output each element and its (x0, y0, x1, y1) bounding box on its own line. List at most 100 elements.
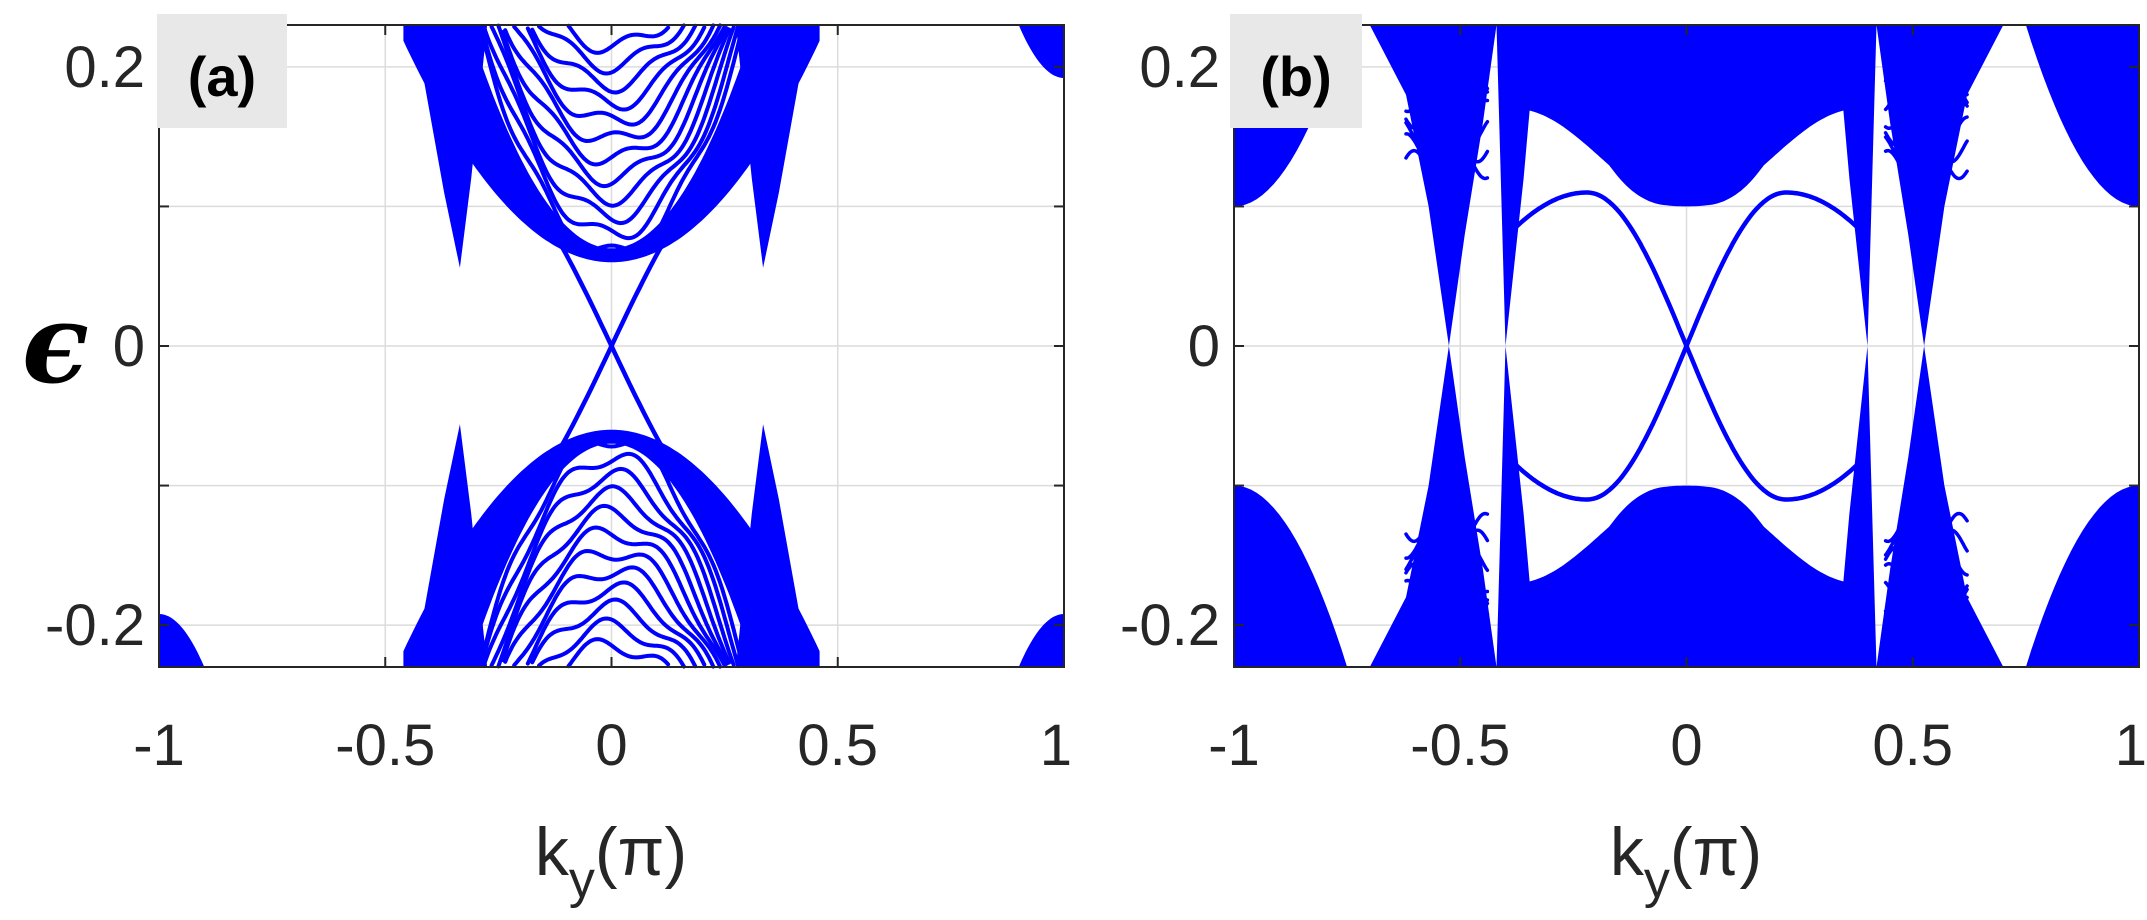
bulk-subband-line (1404, 528, 1490, 560)
bulk-corner-block (2025, 25, 2139, 207)
panel-a-x-tick-label: -0.5 (335, 713, 435, 778)
bulk-subband-line (482, 25, 736, 226)
bulk-corner-blob (1018, 25, 1064, 78)
bulk-subband-line (1883, 595, 1969, 627)
bulk-subband-line (1883, 545, 1969, 577)
bulk-subband-line (566, 637, 671, 669)
bulk-subband-line (503, 549, 723, 669)
bulk-subband-line (1883, 65, 1969, 97)
panel-b-x-axis-label: ky(π) (1610, 814, 1762, 909)
bulk-corner-block (1234, 485, 1348, 667)
bulk-band-central (1514, 25, 1859, 207)
panel-b-x-tick-label: 0 (1670, 713, 1702, 778)
bulk-subband-line (1404, 132, 1490, 164)
panel-a-y-tick-label: -0.2 (45, 593, 145, 658)
bulk-subband-line (1404, 511, 1490, 544)
bulk-subband-line (500, 525, 727, 668)
bulk-band-central-shell (403, 429, 820, 667)
panel-b: -1 -0.5 0 0.5 1 0.2 0 -0.2 (b) ky(π) (1120, 14, 2147, 909)
panel-b-y-tick-label: 0.2 (1139, 35, 1220, 100)
bulk-subband-line (1883, 132, 1969, 164)
bulk-subband-line (1404, 578, 1490, 611)
bulk-band-central (1514, 485, 1859, 667)
bulk-subband-line (1883, 148, 1969, 181)
bulk-subband-line (1883, 578, 1969, 611)
bulk-subband-line (1404, 81, 1490, 114)
bulk-subband-line (537, 616, 686, 669)
bulk-subband-line (512, 565, 716, 669)
bulk-subband-line (480, 451, 741, 669)
panel-b-x-tick-label: -1 (1208, 713, 1260, 778)
bulk-subband-line (1883, 628, 1969, 661)
edge-state-line (468, 155, 755, 537)
bulk-subband-line (500, 24, 727, 167)
bulk-subband-line (1404, 115, 1490, 147)
edge-state-line (1503, 190, 1870, 502)
panel-a-y-tick-label: 0.2 (64, 35, 145, 100)
bulk-subband-line (1404, 98, 1490, 131)
bulk-subband-line (1883, 115, 1969, 147)
panel-a-edge-states (468, 155, 755, 537)
bulk-subband-line (1404, 65, 1490, 97)
bulk-subband-line (482, 466, 736, 667)
bulk-subband-line (480, 23, 741, 241)
panel-b-x-tick-label: 0.5 (1872, 713, 1953, 778)
bulk-corner-blob (159, 614, 205, 667)
bulk-subband-line (503, 23, 723, 143)
bulk-subband-line (478, 439, 745, 668)
bulk-subband-line (1883, 562, 1969, 594)
bulk-subband-line (1404, 595, 1490, 627)
bulk-subband-line (525, 580, 707, 667)
panel-a-x-axis-label: ky(π) (535, 814, 687, 909)
panel-b-label-box: (b) (1230, 14, 1362, 128)
panel-a-x-tick-label: 1 (1040, 713, 1072, 778)
panel-b-y-tick-label: 0 (1188, 314, 1220, 379)
bulk-subband-line (530, 597, 698, 669)
bulk-corner-block (2025, 485, 2139, 667)
panel-a-x-tick-label: -1 (133, 713, 185, 778)
panel-b-ticks: -1 -0.5 0 0.5 1 0.2 0 -0.2 (1120, 25, 2147, 778)
bulk-subband-line (478, 24, 745, 253)
bulk-subband-line (530, 23, 698, 95)
bulk-band-wedge (1369, 25, 1497, 346)
bulk-subband-line (1404, 561, 1490, 594)
bulk-subband-line (1404, 612, 1490, 644)
bulk-subband-line (1883, 81, 1969, 114)
panel-a-label-box: (a) (157, 14, 287, 128)
bulk-subband-line (496, 23, 729, 189)
bulk-subband-line (1883, 31, 1969, 64)
bulk-subband-line (525, 25, 707, 112)
bulk-subband-line (1404, 628, 1490, 661)
bulk-subband-line (1883, 528, 1969, 560)
panel-b-x-tick-label: -0.5 (1410, 713, 1510, 778)
bulk-subband-line (1404, 148, 1490, 181)
panel-a-bulk-bands (159, 23, 1064, 669)
bulk-corner-blob (1018, 614, 1064, 667)
panel-b-x-tick-label: 1 (2115, 713, 2147, 778)
bulk-subband-line (1404, 31, 1490, 64)
panel-b-y-tick-label: -0.2 (1120, 593, 1220, 658)
bulk-subband-line (512, 23, 716, 127)
panel-b-label: (b) (1260, 45, 1332, 108)
bulk-band-wedge (1369, 346, 1497, 667)
panel-b-bulk-bands (1234, 25, 2139, 667)
bulk-subband-line (1404, 48, 1490, 80)
bulk-subband-line (1883, 48, 1969, 80)
panel-a-x-tick-label: 0.5 (797, 713, 878, 778)
panel-a-y-tick-label: 0 (113, 314, 145, 379)
bulk-subband-line (1404, 545, 1490, 577)
bulk-subband-line (537, 23, 686, 76)
panel-a-x-tick-label: 0 (595, 713, 627, 778)
bulk-band-central-shell (403, 25, 820, 263)
bulk-subband-line (1883, 98, 1969, 130)
panel-a-label: (a) (188, 45, 256, 108)
bulk-subband-line (1883, 612, 1969, 644)
panel-a: -1 -0.5 0 0.5 1 0.2 0 -0.2 (a) ky(π) (45, 14, 1072, 909)
bulk-subband-line (489, 24, 732, 208)
y-axis-symbol: ϵ (22, 279, 89, 408)
panel-b-edge-states (1503, 190, 1870, 502)
panel-a-ticks: -1 -0.5 0 0.5 1 0.2 0 -0.2 (45, 25, 1072, 778)
bulk-subband-line (489, 484, 732, 668)
bulk-subband-line (566, 23, 671, 55)
